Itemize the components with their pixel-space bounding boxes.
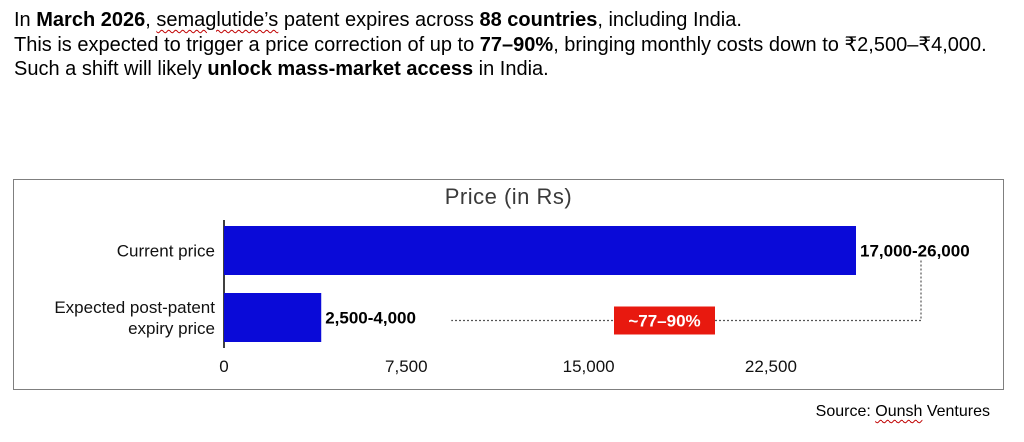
bar-chart: 17,000-26,000 Current price 2,500-4,000 Exp… [54, 220, 970, 376]
chart-title: Price (in Rs) [444, 184, 573, 209]
intro-line-1: In March 2026, semaglutide’s patent expi… [14, 8, 1019, 33]
highlight-access: unlock mass-market access [207, 58, 474, 80]
text-segment: , including India. [597, 9, 742, 31]
text-segment: in India. [473, 58, 549, 80]
drug-name: semaglutide’s [156, 9, 279, 31]
reduction-label: ~77–90% [628, 312, 700, 331]
text-segment: This is expected to trigger a price corr… [14, 33, 480, 56]
category-label: Current price [117, 242, 215, 261]
x-tick-label: 22,500 [745, 357, 797, 376]
chart-frame: Price (in Rs) 17,000-26,000 Current price… [13, 179, 1004, 390]
text-segment: , bringing monthly costs down to ₹2,500–… [553, 33, 987, 56]
bar-1 [224, 226, 856, 275]
category-label: Expected post-patent [54, 298, 215, 317]
data-label-2: 2,500-4,000 [325, 309, 416, 328]
highlight-date: March 2026 [36, 9, 146, 31]
text-segment: Such a shift will likely [14, 58, 208, 80]
x-tick-label: 15,000 [563, 357, 615, 376]
category-label: expiry price [128, 319, 215, 338]
text-segment: patent expires across [278, 9, 480, 31]
reduction-badge [614, 306, 715, 335]
intro-text: In March 2026, semaglutide’s patent expi… [14, 8, 1019, 82]
x-tick-label: 0 [219, 357, 228, 376]
text-segment: In [14, 9, 37, 31]
bar-2 [224, 293, 322, 342]
x-tick-label: 7,500 [385, 357, 428, 376]
dotted-connector [451, 260, 922, 322]
highlight-countries: 88 countries [479, 9, 598, 31]
source-note: Source: Ounsh Ventures [815, 403, 990, 420]
data-label-1: 17,000-26,000 [860, 242, 970, 261]
text-segment: , [145, 9, 157, 31]
highlight-percentage: 77–90% [479, 33, 554, 56]
intro-line-2: This is expected to trigger a price corr… [14, 33, 1019, 58]
intro-line-3: Such a shift will likely unlock mass-mar… [14, 57, 1019, 82]
